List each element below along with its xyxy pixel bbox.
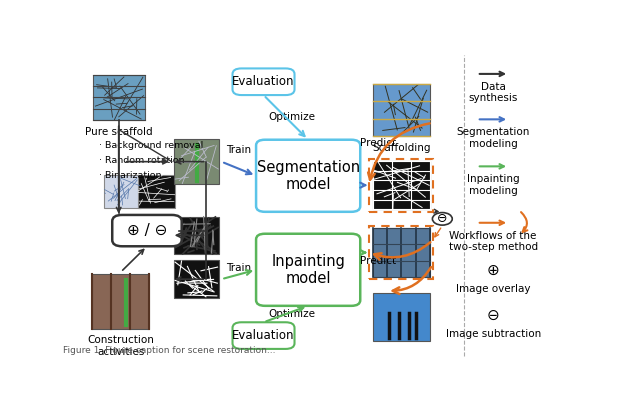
Text: Train: Train xyxy=(226,145,252,155)
Text: Image subtraction: Image subtraction xyxy=(445,329,541,339)
Text: Segmentation
modeling: Segmentation modeling xyxy=(456,127,530,149)
Text: Inpainting
modeling: Inpainting modeling xyxy=(467,174,520,196)
Bar xyxy=(174,217,219,254)
FancyBboxPatch shape xyxy=(256,140,360,212)
Text: Predict: Predict xyxy=(360,138,396,148)
Text: Workflows of the
two-step method: Workflows of the two-step method xyxy=(449,231,538,252)
Bar xyxy=(104,175,141,208)
Text: Data
synthesis: Data synthesis xyxy=(468,82,518,103)
FancyBboxPatch shape xyxy=(232,322,294,349)
Text: Optimize: Optimize xyxy=(269,309,316,319)
Bar xyxy=(92,274,149,328)
Text: · Random rotation: · Random rotation xyxy=(99,156,184,165)
Bar xyxy=(373,84,430,136)
Bar xyxy=(373,293,430,341)
Text: ⊕: ⊕ xyxy=(487,263,500,278)
Bar xyxy=(373,161,430,210)
Circle shape xyxy=(433,212,452,225)
FancyBboxPatch shape xyxy=(232,68,294,95)
FancyBboxPatch shape xyxy=(112,215,182,246)
Text: ⊖: ⊖ xyxy=(437,212,447,225)
Text: Evaluation: Evaluation xyxy=(232,329,295,342)
Text: ⊕ / ⊖: ⊕ / ⊖ xyxy=(127,223,167,238)
Text: ⊖: ⊖ xyxy=(487,309,500,323)
Bar xyxy=(369,226,433,279)
Bar xyxy=(93,75,145,120)
Text: · Background removal: · Background removal xyxy=(99,141,203,150)
Text: Train: Train xyxy=(226,263,252,273)
Bar xyxy=(174,139,219,184)
Bar xyxy=(369,159,433,212)
FancyBboxPatch shape xyxy=(256,234,360,306)
Text: Figure 1  Figure caption for scene restoration...: Figure 1 Figure caption for scene restor… xyxy=(63,346,276,355)
Text: Image overlay: Image overlay xyxy=(456,284,531,294)
Text: · Binarization: · Binarization xyxy=(99,171,161,180)
Text: Predict: Predict xyxy=(360,256,396,266)
Text: Construction
activities: Construction activities xyxy=(87,335,154,357)
Text: Segmentation
model: Segmentation model xyxy=(257,160,360,192)
Text: Pure scaffold: Pure scaffold xyxy=(85,127,152,137)
Text: Optimize: Optimize xyxy=(269,112,316,123)
Text: Evaluation: Evaluation xyxy=(232,75,295,88)
Text: Inpainting
model: Inpainting model xyxy=(271,254,345,286)
Bar xyxy=(138,175,175,208)
Text: Scaffolding: Scaffolding xyxy=(372,143,431,153)
Bar xyxy=(174,260,219,298)
Bar xyxy=(373,228,430,277)
